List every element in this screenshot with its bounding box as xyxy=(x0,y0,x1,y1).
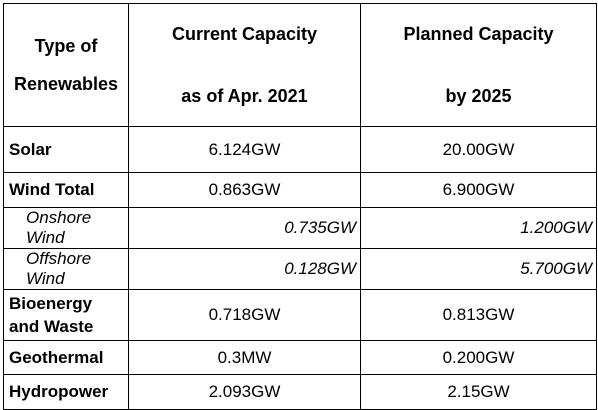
cell: Offshore Wind xyxy=(3,248,129,290)
header-text: Type of xyxy=(34,36,98,56)
header-text: Renewables xyxy=(13,74,119,94)
cell: Geothermal xyxy=(3,340,129,375)
cell: Wind Total xyxy=(3,172,129,208)
cell: 5.700GW xyxy=(360,248,597,290)
cell: Solar xyxy=(3,126,129,173)
cell: 6.900GW xyxy=(360,172,597,208)
cell: 0.735GW xyxy=(128,207,361,249)
cell: 2.093GW xyxy=(128,374,361,410)
cell: 20.00GW xyxy=(360,126,597,173)
header-text: by 2025 xyxy=(445,86,512,106)
cell: 0.200GW xyxy=(360,340,597,375)
cell: 0.128GW xyxy=(128,248,361,290)
cell: Hydropower xyxy=(3,374,129,410)
cell: 0.3MW xyxy=(128,340,361,375)
header-row: Type of Renewables Current Capacity as o… xyxy=(3,3,597,127)
header-cell: Current Capacity as of Apr. 2021 xyxy=(128,3,361,127)
capacity-table: Type of Renewables Current Capacity as o… xyxy=(3,3,597,410)
header-text: as of Apr. 2021 xyxy=(181,86,308,106)
row: Bioenergy and Waste 0.718GW 0.813GW xyxy=(3,289,597,341)
header-text: Current Capacity xyxy=(171,24,318,44)
row: Geothermal 0.3MW 0.200GW xyxy=(3,340,597,375)
header-cell: Type of Renewables xyxy=(3,3,129,127)
cell: 2.15GW xyxy=(360,374,597,410)
cell: Bioenergy and Waste xyxy=(3,289,129,341)
cell: 0.718GW xyxy=(128,289,361,341)
header-text: Planned Capacity xyxy=(403,24,554,44)
row: Offshore Wind 0.128GW 5.700GW xyxy=(3,248,597,290)
cell: 6.124GW xyxy=(128,126,361,173)
cell: Onshore Wind xyxy=(3,207,129,249)
row: Onshore Wind 0.735GW 1.200GW xyxy=(3,207,597,249)
row: Wind Total 0.863GW 6.900GW xyxy=(3,172,597,208)
row: Solar 6.124GW 20.00GW xyxy=(3,126,597,173)
cell: 1.200GW xyxy=(360,207,597,249)
header-cell: Planned Capacity by 2025 xyxy=(360,3,597,127)
cell: 0.813GW xyxy=(360,289,597,341)
cell: 0.863GW xyxy=(128,172,361,208)
row: Hydropower 2.093GW 2.15GW xyxy=(3,374,597,410)
